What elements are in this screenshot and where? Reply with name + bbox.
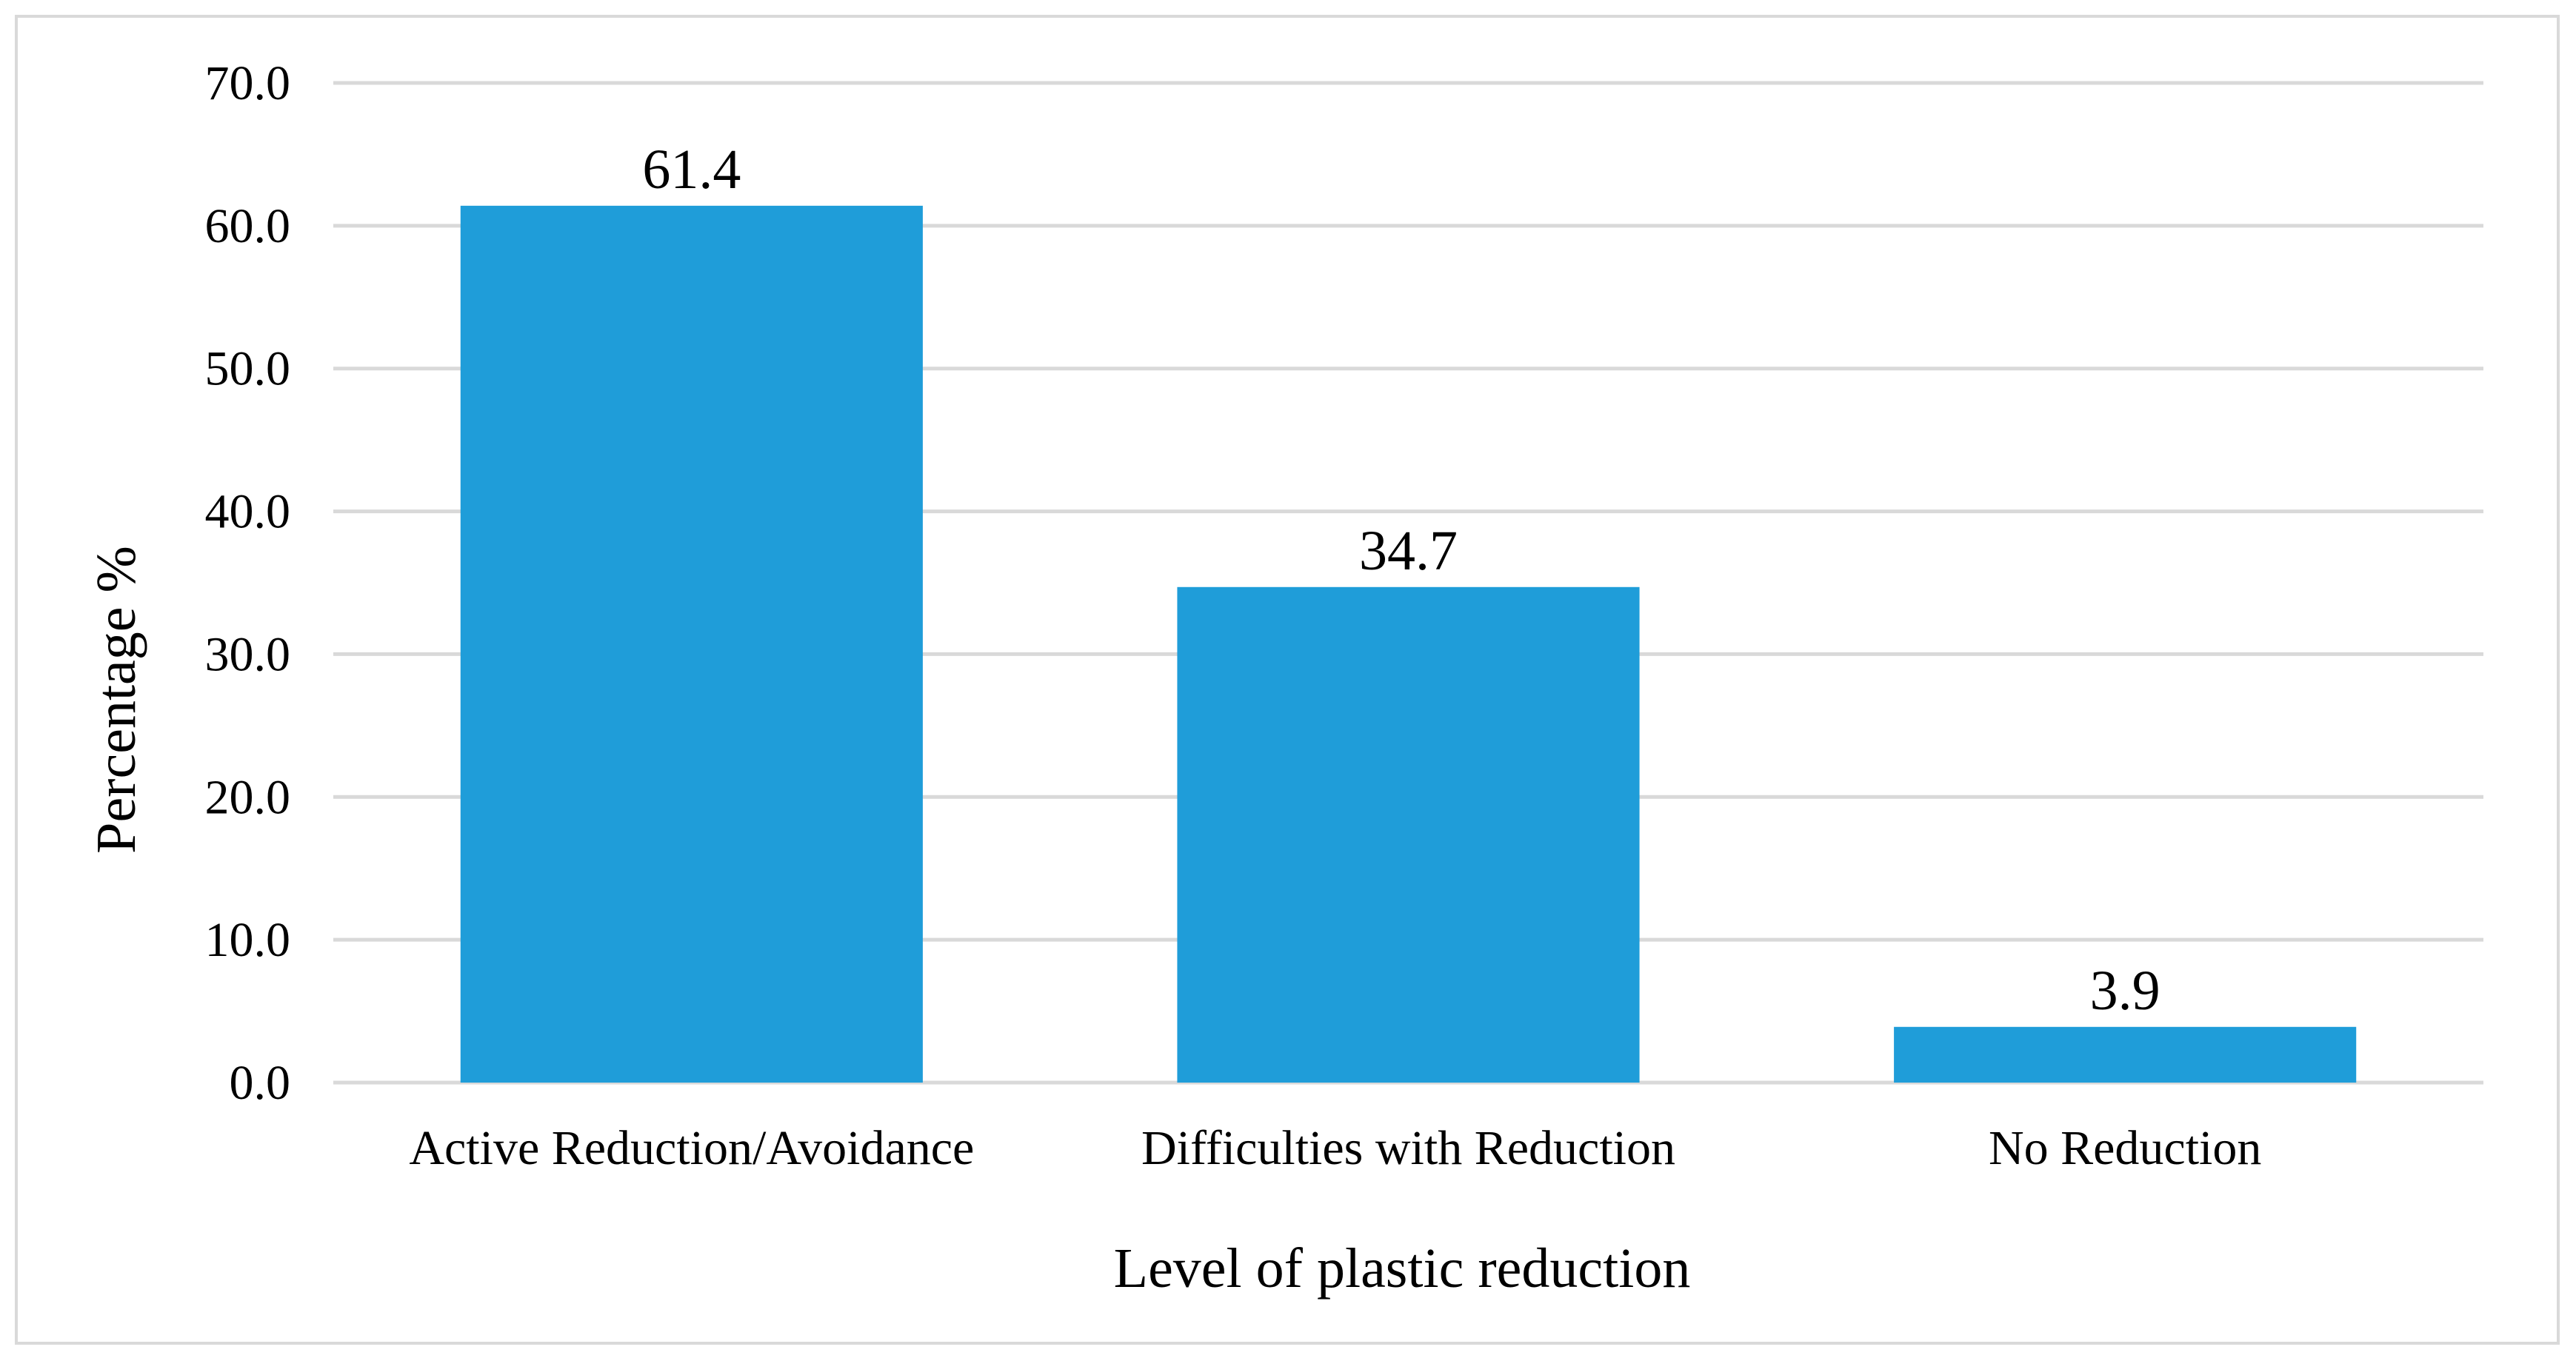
bar	[1177, 586, 1640, 1083]
y-tick-label: 50.0	[205, 342, 291, 396]
category-label: No Reduction	[1989, 1121, 2261, 1175]
category-label: Difficulties with Reduction	[1141, 1121, 1675, 1175]
y-tick-label: 10.0	[205, 913, 291, 967]
bar	[460, 205, 923, 1083]
data-labels: 61.4 34.7 3.9	[642, 138, 2160, 1022]
data-label: 34.7	[1359, 520, 1458, 582]
y-tick-label: 30.0	[205, 627, 291, 681]
y-tick-label: 40.0	[205, 485, 291, 539]
y-tick-label: 20.0	[205, 770, 291, 824]
y-axis-title: Percentage %	[85, 546, 147, 854]
category-label: Active Reduction/Avoidance	[409, 1121, 974, 1175]
data-label: 61.4	[642, 138, 741, 201]
y-tick-label: 70.0	[205, 56, 291, 110]
data-label: 3.9	[2090, 960, 2160, 1022]
x-axis-title: Level of plastic reduction	[1114, 1237, 1691, 1300]
bars	[460, 205, 2357, 1083]
x-axis-categories: Active Reduction/Avoidance Difficulties w…	[409, 1121, 2261, 1175]
bar	[1894, 1026, 2357, 1083]
y-tick-label: 60.0	[205, 199, 291, 253]
y-tick-label: 0.0	[230, 1056, 291, 1110]
y-axis-ticks: 0.0 10.0 20.0 30.0 40.0 50.0 60.0 70.0	[205, 56, 291, 1110]
